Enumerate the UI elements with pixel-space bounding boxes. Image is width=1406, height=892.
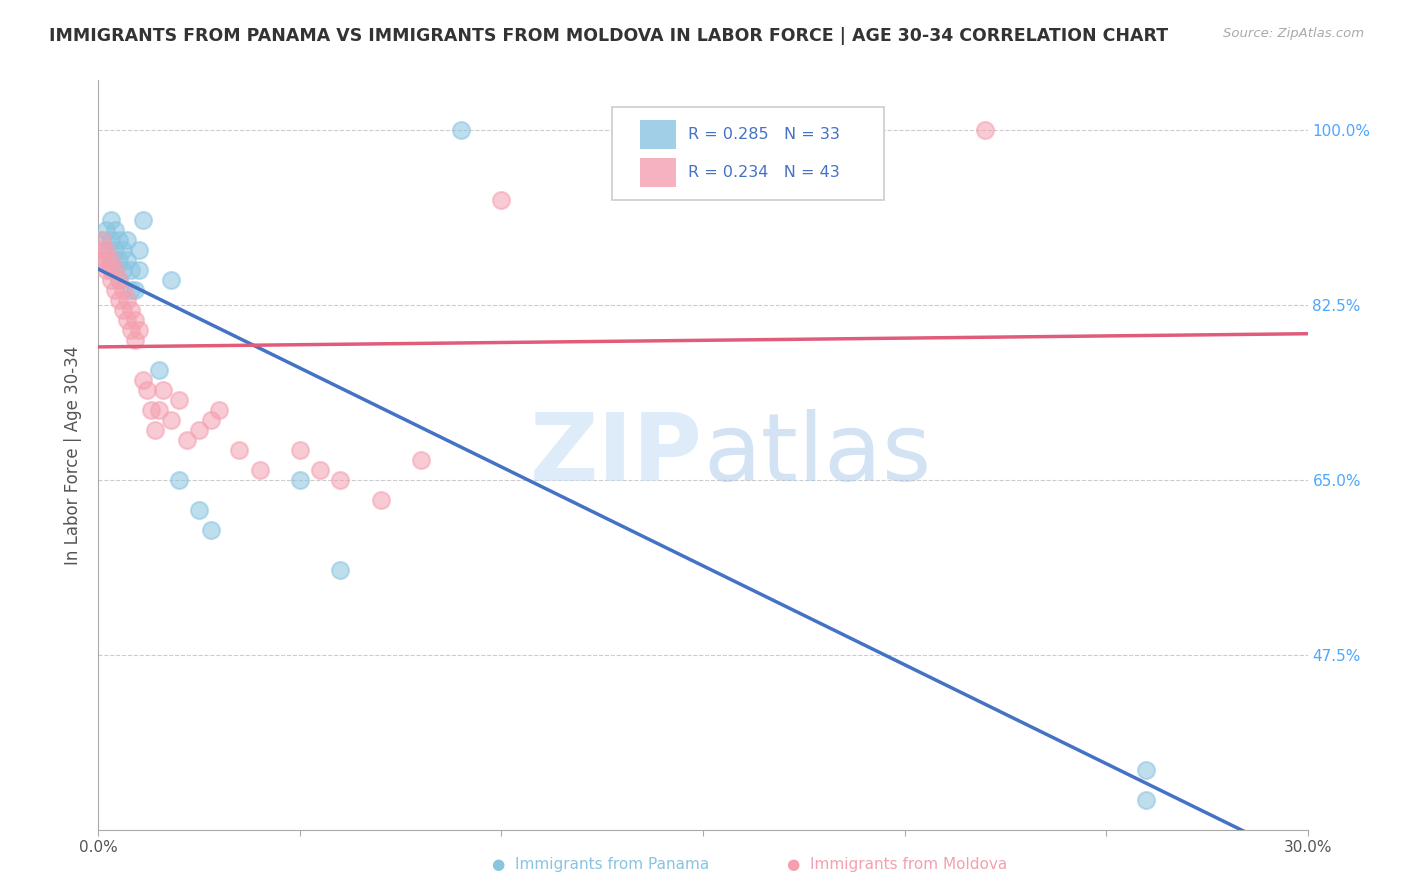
Text: IMMIGRANTS FROM PANAMA VS IMMIGRANTS FROM MOLDOVA IN LABOR FORCE | AGE 30-34 COR: IMMIGRANTS FROM PANAMA VS IMMIGRANTS FRO… [49,27,1168,45]
Point [135,383,157,397]
Point [309,463,332,477]
Point [1135,763,1157,777]
Point [111,303,134,318]
Point [107,273,129,287]
Point [115,253,138,268]
Y-axis label: In Labor Force | Age 30-34: In Labor Force | Age 30-34 [65,345,83,565]
Point [160,273,183,287]
Point [160,413,183,427]
Point [132,213,155,227]
Point [124,283,146,297]
Point [111,243,134,257]
Point [450,123,472,137]
Point [103,283,125,297]
Point [128,323,150,337]
Point [167,473,190,487]
Point [288,442,311,457]
Text: R = 0.285   N = 33: R = 0.285 N = 33 [689,127,841,142]
Point [329,563,352,577]
Point [128,263,150,277]
FancyBboxPatch shape [613,106,884,200]
Point [139,403,162,417]
Point [96,223,118,237]
Point [120,283,142,297]
Bar [640,120,676,149]
Point [370,492,392,507]
Point [208,403,231,417]
Point [107,293,129,307]
Point [91,233,114,247]
Point [120,323,142,337]
Point [1135,792,1157,806]
Point [249,463,271,477]
Point [91,233,114,247]
Point [100,213,122,227]
Point [148,363,170,377]
Point [96,243,118,257]
Point [107,253,129,268]
Point [103,243,125,257]
Point [100,253,122,268]
Point [329,473,352,487]
Point [200,523,222,537]
Point [91,243,114,257]
Point [115,293,138,307]
Point [491,193,513,207]
Point [96,243,118,257]
Point [120,303,142,318]
Point [409,453,432,467]
Point [188,503,211,517]
Point [91,253,114,268]
Point [96,263,118,277]
Point [228,442,250,457]
Text: ●  Immigrants from Moldova: ● Immigrants from Moldova [787,857,1008,872]
Point [100,253,122,268]
Point [152,383,174,397]
Point [120,263,142,277]
Point [107,273,129,287]
Point [111,283,134,297]
Point [107,233,129,247]
Point [115,233,138,247]
Point [103,263,125,277]
Point [167,392,190,407]
Point [148,403,170,417]
Point [103,223,125,237]
Point [188,423,211,437]
Point [132,373,155,387]
Point [288,473,311,487]
Point [124,333,146,347]
Bar [640,158,676,186]
Point [124,313,146,327]
Point [111,263,134,277]
Point [974,123,997,137]
Point [100,273,122,287]
Text: Source: ZipAtlas.com: Source: ZipAtlas.com [1223,27,1364,40]
Point [128,243,150,257]
Text: ●  Immigrants from Panama: ● Immigrants from Panama [492,857,710,872]
Text: atlas: atlas [703,409,931,501]
Point [100,233,122,247]
Point [115,313,138,327]
Point [176,433,198,447]
Point [200,413,222,427]
Point [96,253,118,268]
Point [103,263,125,277]
Text: ZIP: ZIP [530,409,703,501]
Text: R = 0.234   N = 43: R = 0.234 N = 43 [689,165,841,180]
Point [143,423,166,437]
Point [91,253,114,268]
Point [100,263,122,277]
